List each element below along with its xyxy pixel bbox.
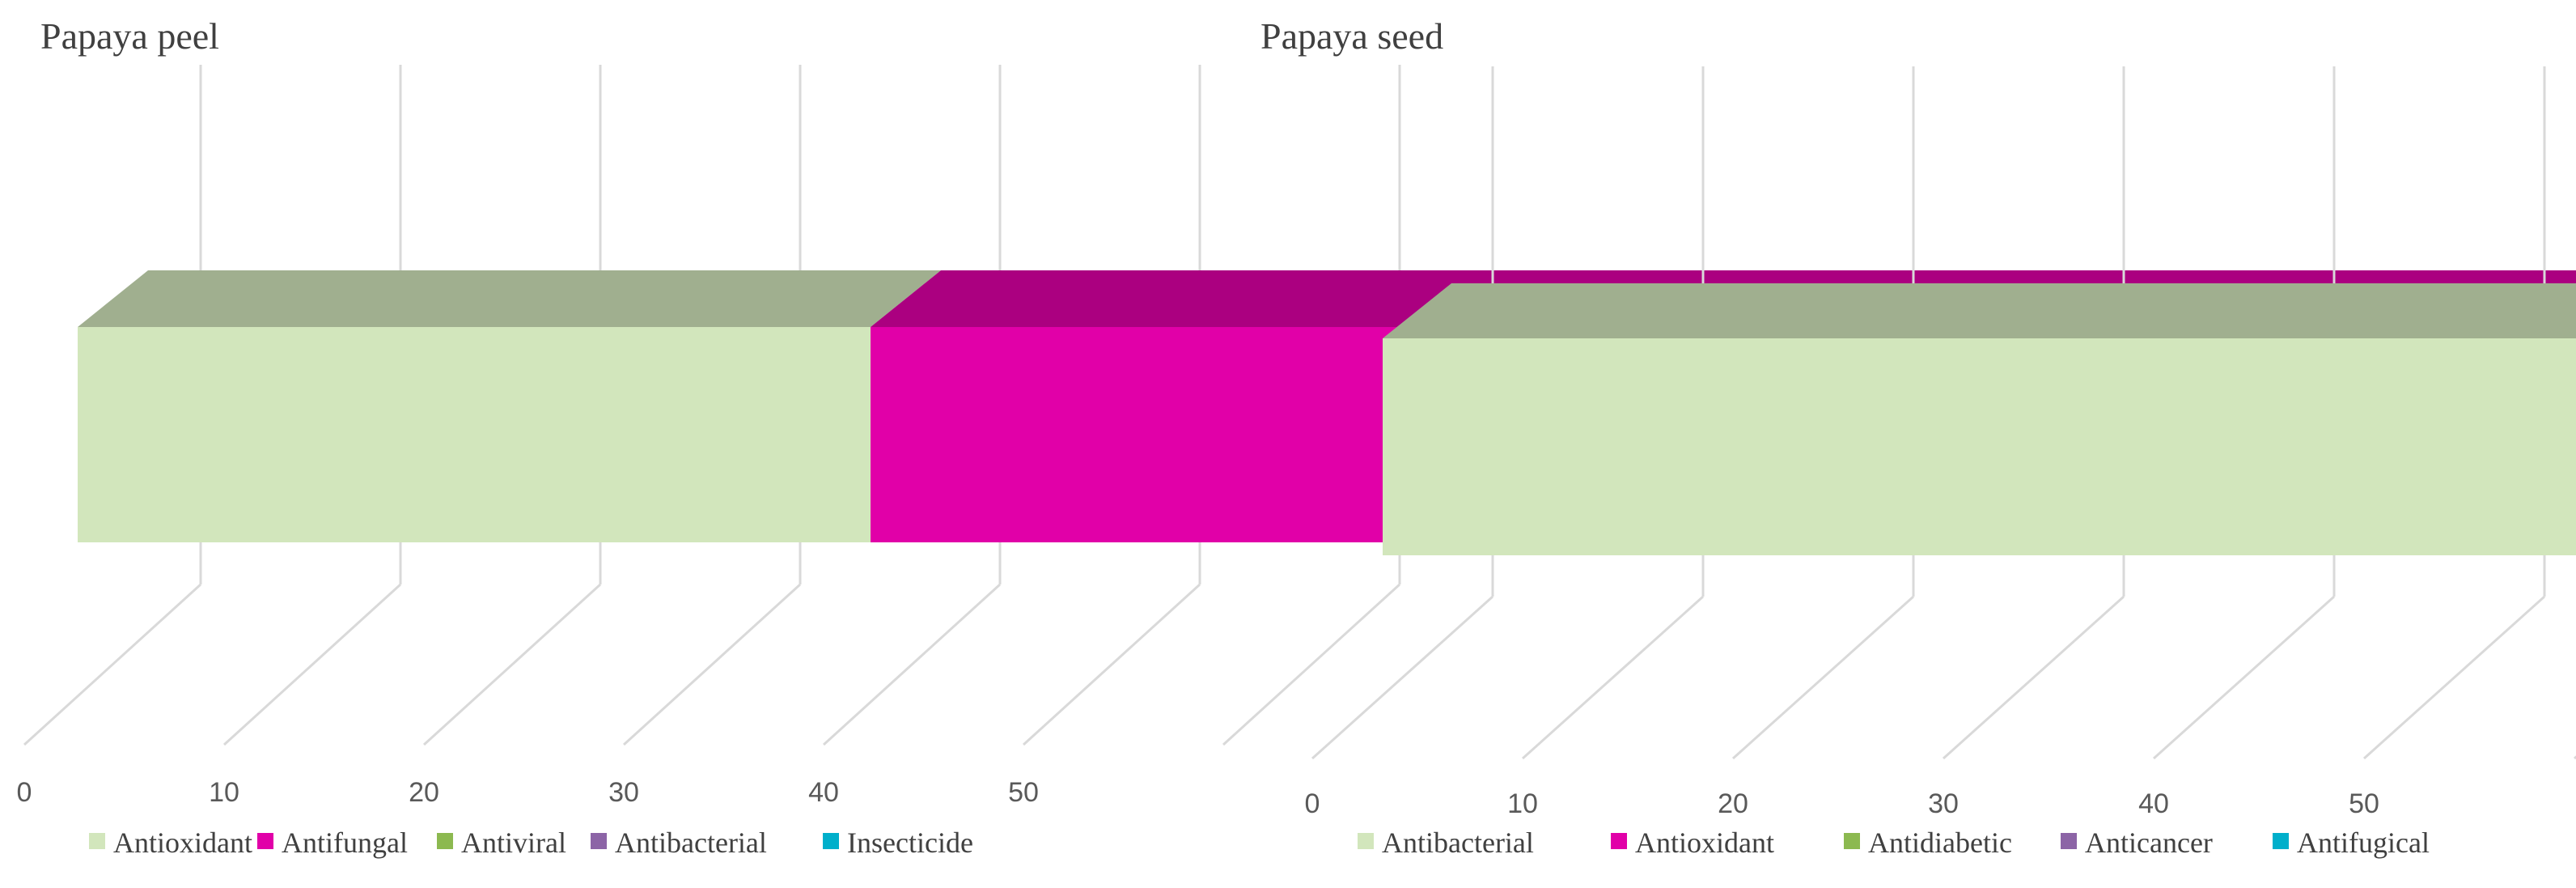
legend-swatch bbox=[89, 833, 105, 849]
legend-label: Antiviral bbox=[461, 826, 566, 859]
x-tick-label: 10 bbox=[209, 777, 239, 808]
legend-swatch bbox=[2061, 833, 2077, 849]
gridline-floor bbox=[222, 583, 402, 746]
x-tick-label: 20 bbox=[409, 777, 439, 808]
legend: Antibacterial Antioxidant Antidiabetic Anti… bbox=[1358, 826, 2430, 859]
gridline-floor bbox=[1022, 583, 1201, 746]
chart-title-papaya-seed: Papaya seed bbox=[1260, 15, 1443, 57]
legend-swatch bbox=[1611, 833, 1627, 849]
legend-label: Antifugical bbox=[2297, 826, 2430, 859]
legend-swatch bbox=[1358, 833, 1374, 849]
legend-label: Antidiabetic bbox=[1868, 826, 2012, 859]
legend-item-insecticide: Insecticide bbox=[823, 826, 973, 859]
x-tick-label: 40 bbox=[808, 777, 839, 808]
legend-swatch bbox=[257, 833, 273, 849]
legend-item-antibacterial: Antibacterial bbox=[1358, 826, 1534, 859]
bar-top-face bbox=[1383, 283, 2576, 338]
x-tick-labels: 0 10 20 30 40 50 bbox=[17, 777, 1039, 808]
gridline-floor bbox=[822, 583, 1002, 746]
x-tick-label: 50 bbox=[1008, 777, 1039, 808]
legend: Antioxidant Antifungal Antiviral Antibacter… bbox=[89, 826, 973, 859]
x-tick-label: 50 bbox=[2349, 788, 2379, 819]
legend-label: Antioxidant bbox=[1635, 826, 1774, 859]
gridline-floor bbox=[422, 583, 602, 746]
bar-segment-antioxidant bbox=[78, 270, 941, 542]
legend-item-antioxidant: Antioxidant bbox=[89, 826, 252, 859]
x-tick-label: 30 bbox=[1928, 788, 1959, 819]
legend-item-antidiabetic: Antidiabetic bbox=[1844, 826, 2012, 859]
chart-title-papaya-peel: Papaya peel bbox=[40, 15, 219, 57]
legend-item-anticancer: Anticancer bbox=[2061, 826, 2213, 859]
legend-label: Antioxidant bbox=[113, 826, 252, 859]
legend-label: Insecticide bbox=[847, 826, 973, 859]
legend-label: Antibacterial bbox=[1382, 826, 1534, 859]
bar-segment-antibacterial bbox=[1383, 283, 2576, 555]
gridline-floor bbox=[1731, 595, 1915, 760]
x-tick-label: 0 bbox=[1305, 788, 1320, 819]
legend-item-antifungal: Antifungal bbox=[257, 826, 408, 859]
bar-front-face bbox=[78, 327, 871, 542]
gridline-floor bbox=[2152, 595, 2336, 760]
x-tick-label: 10 bbox=[1507, 788, 1538, 819]
papaya-seed-chart: Papaya seed 0 10 20 30 40 50 Antibacterial Ant… bbox=[1260, 15, 2576, 859]
legend-swatch bbox=[1844, 833, 1860, 849]
x-tick-labels: 0 10 20 30 40 50 bbox=[1305, 788, 2379, 819]
gridline-floor bbox=[2362, 595, 2546, 760]
gridline-floor bbox=[1942, 595, 2125, 760]
legend-swatch bbox=[2273, 833, 2289, 849]
bar-top-face bbox=[78, 270, 941, 327]
x-tick-label: 20 bbox=[1718, 788, 1748, 819]
legend-swatch bbox=[823, 833, 839, 849]
x-tick-label: 0 bbox=[17, 777, 32, 808]
legend-item-antiviral: Antiviral bbox=[437, 826, 566, 859]
gridline-floor bbox=[622, 583, 802, 746]
x-tick-label: 30 bbox=[608, 777, 639, 808]
bar-front-face bbox=[1383, 338, 2576, 555]
legend-item-antifugical: Antifugical bbox=[2273, 826, 2430, 859]
legend-swatch bbox=[437, 833, 453, 849]
legend-item-antioxidant: Antioxidant bbox=[1611, 826, 1774, 859]
gridline-floor bbox=[1222, 583, 1401, 746]
gridline-floor bbox=[1521, 595, 1705, 760]
legend-label: Anticancer bbox=[2085, 826, 2213, 859]
x-tick-label: 40 bbox=[2138, 788, 2169, 819]
gridline-floor bbox=[23, 583, 202, 746]
gridline-floor bbox=[1311, 595, 1494, 760]
legend-label: Antifungal bbox=[282, 826, 408, 859]
stacked-bar bbox=[1383, 283, 2576, 555]
legend-label: Antibacterial bbox=[615, 826, 767, 859]
legend-item-antibacterial: Antibacterial bbox=[591, 826, 767, 859]
legend-swatch bbox=[591, 833, 607, 849]
